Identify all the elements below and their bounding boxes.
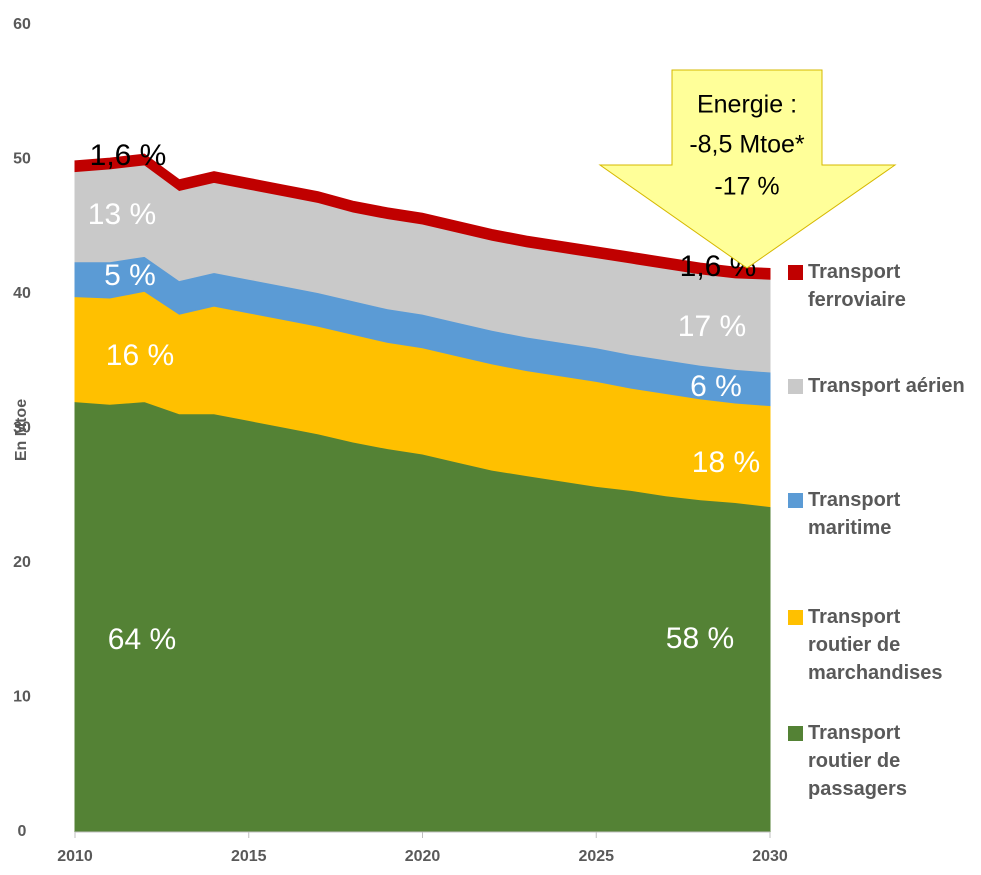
callout-arrow (598, 69, 897, 269)
x-tick-label: 2025 (578, 848, 614, 865)
legend-label: Transport maritime (808, 489, 901, 539)
share-label: 5 % (104, 259, 156, 292)
share-label: 17 % (678, 310, 746, 343)
y-tick-label: 0 (18, 823, 27, 840)
share-label: 1,6 % (90, 139, 167, 172)
callout-text: Energie : (697, 91, 797, 119)
legend-label: Transport routier de marchandises (808, 606, 943, 684)
y-tick-label: 10 (13, 689, 31, 706)
y-tick-label: 60 (13, 16, 31, 33)
legend-swatch (788, 265, 803, 280)
legend-swatch (788, 493, 803, 508)
y-axis-label: En Mtoe (13, 399, 30, 461)
share-label: 13 % (88, 198, 156, 231)
y-tick-label: 30 (13, 420, 31, 437)
legend-label: Transport aérien (808, 375, 965, 397)
y-tick-label: 20 (13, 554, 31, 571)
legend-swatch (788, 610, 803, 625)
y-tick-label: 50 (13, 151, 31, 168)
share-label: 6 % (690, 370, 742, 403)
x-tick-label: 2015 (231, 848, 267, 865)
share-label: 18 % (692, 446, 760, 479)
callout-text: -8,5 Mtoe* (689, 131, 805, 159)
area (74, 153, 771, 280)
share-label: 58 % (666, 622, 734, 655)
share-label: 16 % (106, 339, 174, 372)
x-tick-label: 2030 (752, 848, 788, 865)
legend-label: Transport routier de passagers (808, 722, 907, 800)
share-label: 64 % (108, 623, 176, 656)
x-tick-label: 2020 (405, 848, 441, 865)
legend-swatch (788, 726, 803, 741)
y-tick-label: 40 (13, 285, 31, 302)
legend-label: Transport ferroviaire (808, 261, 906, 311)
x-tick-label: 2010 (57, 848, 93, 865)
legend-swatch (788, 379, 803, 394)
callout-text: -17 % (714, 173, 779, 201)
